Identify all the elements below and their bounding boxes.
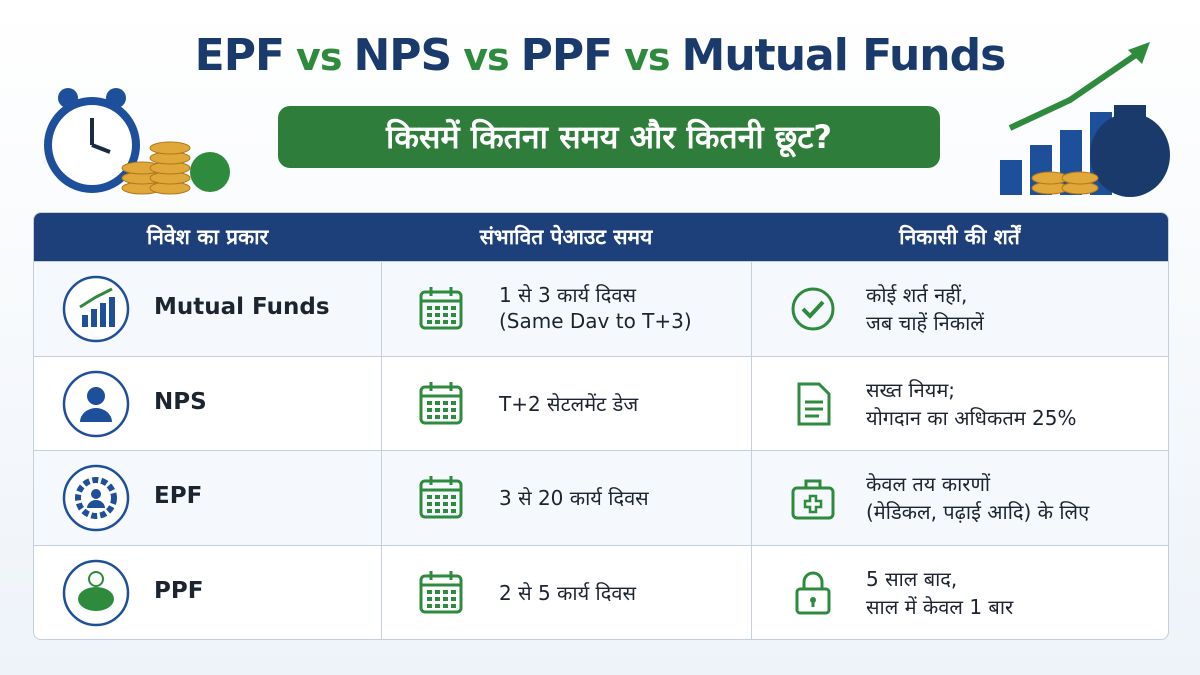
title-vs: vs bbox=[463, 35, 509, 79]
icon bbox=[419, 287, 463, 330]
title-vs: vs bbox=[624, 35, 670, 79]
table-row: PPF 2 से 5 कार्य दिवस 5 साल बाद, साल में के… bbox=[34, 544, 1168, 639]
column-header: निवेश का प्रकार bbox=[34, 213, 381, 261]
cell-text: T+2 सेटलमेंट डेज bbox=[499, 391, 639, 416]
cell bbox=[34, 356, 382, 451]
cell bbox=[381, 451, 752, 545]
cell-text: सख्त नियम; bbox=[866, 377, 956, 402]
investment-type: NPS bbox=[154, 388, 207, 415]
title-word: EPF bbox=[194, 30, 285, 81]
cell-text: जब चाहें निकालें bbox=[866, 311, 984, 335]
cell-text: 2 से 5 कार्य दिवस bbox=[499, 580, 636, 605]
title-word: PPF bbox=[520, 30, 614, 81]
investment-type: PPF bbox=[154, 577, 204, 604]
title-word: Mutual Funds bbox=[681, 30, 1007, 81]
icon bbox=[62, 370, 130, 437]
cell bbox=[381, 262, 752, 356]
comparison-table: निवेश का प्रकार संभावित पेआउट समय निकासी क… bbox=[33, 212, 1169, 640]
cell-text: 3 से 20 कार्य दिवस bbox=[499, 486, 649, 510]
cell-text: कोई शर्त नहीं, bbox=[866, 283, 968, 307]
icon bbox=[62, 464, 130, 532]
cell bbox=[381, 356, 752, 451]
cell-text: 1 से 3 कार्य दिवस bbox=[499, 283, 636, 307]
icon bbox=[419, 381, 463, 424]
cell bbox=[34, 451, 382, 545]
icon bbox=[62, 275, 130, 343]
icon bbox=[795, 571, 831, 614]
cell-text: (मेडिकल, पढ़ाई आदि) के लिए bbox=[866, 500, 1090, 524]
cell-text: साल में केवल 1 बार bbox=[866, 594, 1014, 619]
icon bbox=[791, 287, 835, 331]
cell bbox=[381, 545, 752, 639]
cell-text: केवल तय कारणों bbox=[866, 472, 991, 496]
growth-decoration bbox=[1000, 42, 1170, 197]
clock-decoration bbox=[44, 88, 230, 195]
icon bbox=[797, 382, 831, 425]
cell bbox=[34, 545, 382, 639]
investment-type: Mutual Funds bbox=[154, 294, 330, 320]
icon bbox=[791, 479, 835, 520]
cell-text: योगदान का अधिकतम 25% bbox=[866, 405, 1077, 430]
title: EPF vs NPS vs PPF vs Mutual Funds bbox=[0, 30, 1200, 81]
column-header: संभावित पेआउट समय bbox=[381, 213, 751, 261]
title-word: NPS bbox=[353, 30, 452, 81]
subtitle: किसमें कितना समय और कितनी छूट? bbox=[278, 106, 940, 168]
table-row: EPF 3 से 20 कार्य दिवस केवल तय कारणों (मेडि… bbox=[34, 450, 1168, 545]
icon bbox=[419, 476, 463, 519]
table-row: NPS T+2 सेटलमेंट डेज सख्त नियम; योगदान का अ… bbox=[34, 355, 1168, 451]
investment-type: EPF bbox=[154, 483, 203, 509]
icon bbox=[62, 559, 130, 626]
title-vs: vs bbox=[296, 35, 342, 79]
cell bbox=[34, 262, 382, 356]
cell-text: 5 साल बाद, bbox=[866, 566, 958, 591]
table-row: Mutual Funds 1 से 3 कार्य दिवस (Same Dav t… bbox=[34, 261, 1168, 356]
icon bbox=[419, 570, 463, 613]
column-header: निकासी की शर्तें bbox=[751, 213, 1168, 261]
cell-text: (Same Dav to T+3) bbox=[499, 309, 692, 333]
